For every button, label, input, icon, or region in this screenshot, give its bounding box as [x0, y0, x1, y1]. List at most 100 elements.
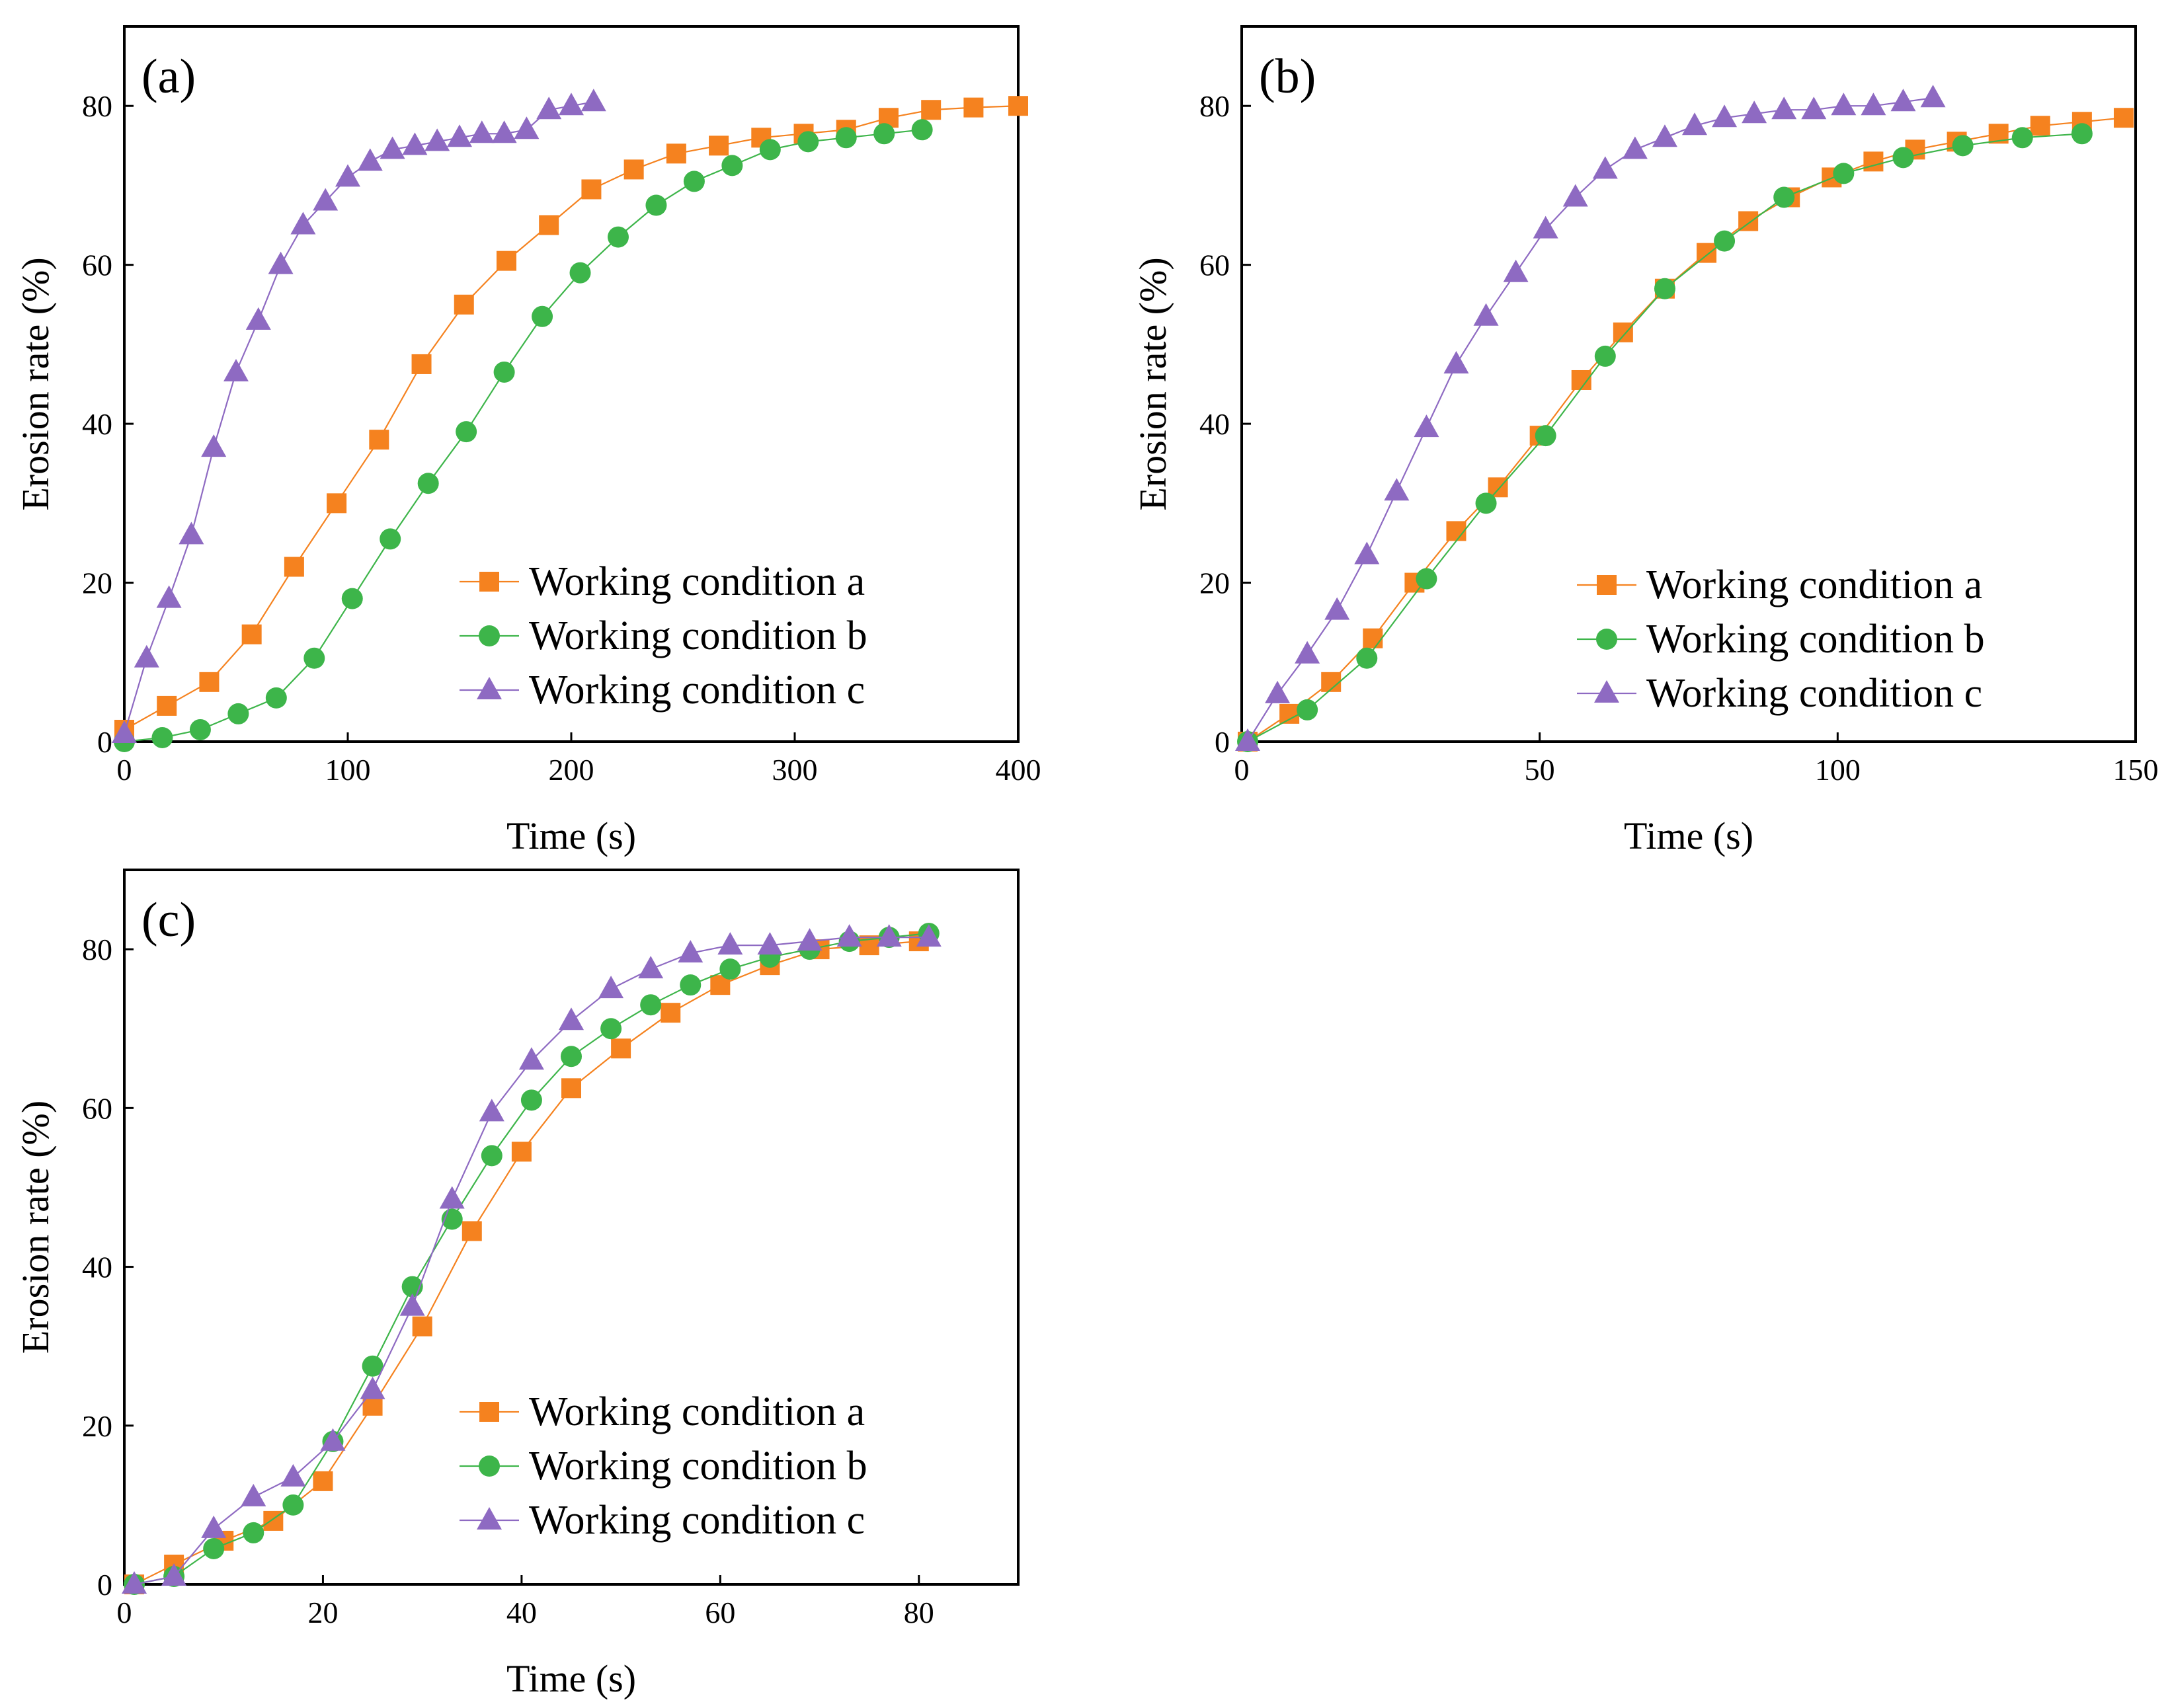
- data-point-a: [2030, 116, 2050, 136]
- data-point-c: [598, 976, 624, 999]
- data-point-a: [581, 179, 602, 200]
- legend-marker-c: [477, 1507, 502, 1530]
- data-point-a: [1488, 477, 1508, 498]
- data-point-b: [640, 994, 662, 1016]
- legend-marker-a: [479, 572, 499, 592]
- data-point-c: [559, 93, 584, 116]
- data-point-b: [1714, 230, 1736, 252]
- legend-label-b: Working condition b: [1646, 617, 1985, 662]
- data-point-b: [683, 171, 705, 192]
- legend-label-c: Working condition c: [1646, 671, 1982, 716]
- legend-label-c: Working condition c: [529, 668, 865, 713]
- data-point-c: [241, 1483, 266, 1506]
- data-point-b: [203, 1537, 225, 1559]
- data-point-b: [243, 1522, 264, 1543]
- data-point-c: [1682, 112, 1708, 136]
- data-point-b: [151, 726, 173, 748]
- data-point-c: [1920, 85, 1946, 108]
- x-tick-label: 0: [1234, 753, 1250, 787]
- data-point-a: [666, 143, 686, 164]
- legend-label-b: Working condition b: [529, 613, 867, 658]
- data-point-c: [1562, 184, 1588, 207]
- data-point-c: [1712, 104, 1738, 128]
- data-point-c: [290, 212, 316, 235]
- y-tick-label: 40: [82, 1251, 112, 1284]
- y-tick-label: 20: [82, 566, 112, 600]
- panel-label: (c): [141, 893, 196, 947]
- data-point-c: [797, 928, 823, 951]
- data-point-a: [963, 97, 984, 118]
- data-point-b: [719, 958, 741, 980]
- data-point-b: [561, 1046, 582, 1068]
- data-point-c: [439, 1186, 465, 1209]
- data-point-c: [357, 148, 383, 171]
- data-point-c: [1295, 640, 1320, 664]
- data-point-c: [1622, 136, 1648, 159]
- data-point-b: [835, 127, 857, 149]
- y-tick-label: 60: [82, 1091, 112, 1125]
- y-tick-label: 80: [1199, 89, 1230, 123]
- legend-entry-a: Working condition a: [460, 559, 865, 604]
- data-point-b: [1833, 163, 1855, 184]
- legend-entry-a: Working condition a: [460, 1389, 865, 1434]
- data-point-c: [134, 644, 159, 668]
- data-point-a: [241, 624, 262, 644]
- y-axis-label: Erosion rate (%): [14, 1101, 57, 1354]
- plot-frame: [1240, 25, 2137, 743]
- y-axis-label: Erosion rate (%): [14, 257, 57, 510]
- legend-entry-a: Working condition a: [1577, 563, 1982, 607]
- data-point-b: [1773, 186, 1795, 208]
- legend-entry-b: Working condition b: [460, 1444, 867, 1489]
- y-tick-label: 80: [82, 89, 112, 123]
- data-point-a: [661, 1003, 681, 1023]
- x-tick-label: 40: [506, 1596, 537, 1629]
- x-tick-label: 100: [1815, 753, 1861, 787]
- legend-entry-b: Working condition b: [460, 613, 867, 658]
- data-point-b: [380, 528, 401, 550]
- y-tick-label: 80: [82, 933, 112, 966]
- data-point-c: [201, 1515, 227, 1538]
- data-point-b: [1952, 135, 1974, 157]
- data-point-a: [327, 493, 347, 514]
- data-point-c: [1354, 541, 1380, 564]
- series-line-c: [123, 101, 594, 734]
- data-point-c: [479, 1099, 504, 1122]
- data-point-c: [1503, 259, 1529, 282]
- plot-frame: [123, 869, 1020, 1586]
- data-point-a: [1613, 322, 1633, 342]
- x-tick-label: 100: [325, 753, 371, 787]
- data-point-b: [911, 119, 933, 141]
- legend-entry-c: Working condition c: [460, 1498, 865, 1543]
- y-tick-label: 40: [82, 407, 112, 441]
- data-point-b: [1535, 425, 1556, 447]
- data-point-c: [424, 128, 450, 151]
- data-point-c: [201, 434, 227, 457]
- data-point-c: [638, 956, 664, 979]
- series-a: [124, 931, 929, 1594]
- data-point-b: [2011, 127, 2033, 149]
- series-c: [112, 89, 606, 743]
- data-point-c: [916, 924, 942, 947]
- legend-label-c: Working condition c: [529, 1498, 865, 1543]
- data-point-a: [1446, 521, 1467, 541]
- data-point-c: [876, 924, 902, 947]
- panel-a: 0 100 200 300 400 0 20 40 60 80 Time (s) Erosion ra…: [14, 25, 1041, 857]
- data-point-c: [1771, 97, 1797, 120]
- legend-entry-b: Working condition b: [1577, 617, 1985, 662]
- data-point-b: [1594, 345, 1616, 367]
- data-point-a: [411, 354, 432, 374]
- x-tick-label: 200: [549, 753, 594, 787]
- data-point-b: [721, 155, 743, 176]
- legend-label-a: Working condition a: [1646, 563, 1982, 607]
- data-point-b: [481, 1145, 502, 1167]
- data-point-c: [1533, 215, 1558, 239]
- y-tick-label: 0: [97, 1568, 112, 1602]
- data-point-a: [412, 1316, 432, 1337]
- data-point-c: [1414, 414, 1439, 438]
- x-tick-label: 80: [904, 1596, 934, 1629]
- data-point-a: [623, 159, 644, 180]
- data-point-b: [362, 1355, 383, 1377]
- legend-entry-c: Working condition c: [1577, 671, 1982, 716]
- data-point-b: [607, 226, 629, 248]
- data-point-b: [680, 974, 702, 996]
